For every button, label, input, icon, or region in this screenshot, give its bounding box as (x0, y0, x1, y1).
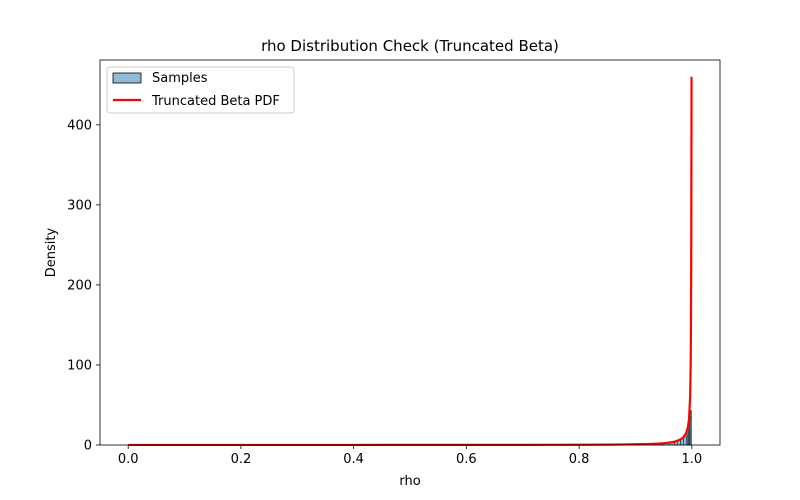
legend-samples-patch (112, 72, 142, 84)
legend-box (106, 66, 295, 114)
pdf-series (128, 76, 693, 447)
x-axis-label: rho (399, 474, 420, 489)
y-tick-label: 100 (67, 358, 92, 373)
legend: Samples Truncated Beta PDF (106, 66, 295, 114)
y-tick-label: 200 (67, 278, 92, 293)
plot-frame (99, 59, 721, 446)
pdf-line (128, 76, 693, 447)
legend-label-pdf: Truncated Beta PDF (151, 94, 280, 109)
x-tick-label: 0.2 (231, 452, 252, 467)
plot-area (99, 59, 721, 447)
histogram-bars (635, 410, 693, 446)
x-tick-label: 0.8 (569, 452, 590, 467)
x-tick-label: 0.0 (118, 452, 139, 467)
x-tick-label: 0.6 (456, 452, 477, 467)
chart-title: rho Distribution Check (Truncated Beta) (261, 37, 559, 55)
y-tick-label: 0 (84, 439, 92, 454)
x-axis: 0.0 0.2 0.4 0.6 0.8 1.0 (118, 445, 702, 467)
histogram-bar (690, 410, 693, 446)
y-axis: 0 100 200 300 400 (67, 118, 100, 454)
y-tick-label: 300 (67, 198, 92, 213)
legend-label-samples: Samples (152, 71, 208, 86)
x-tick-label: 0.4 (343, 452, 364, 467)
y-tick-label: 400 (67, 118, 92, 133)
y-axis-label: Density (44, 227, 59, 277)
x-tick-label: 1.0 (681, 452, 702, 467)
